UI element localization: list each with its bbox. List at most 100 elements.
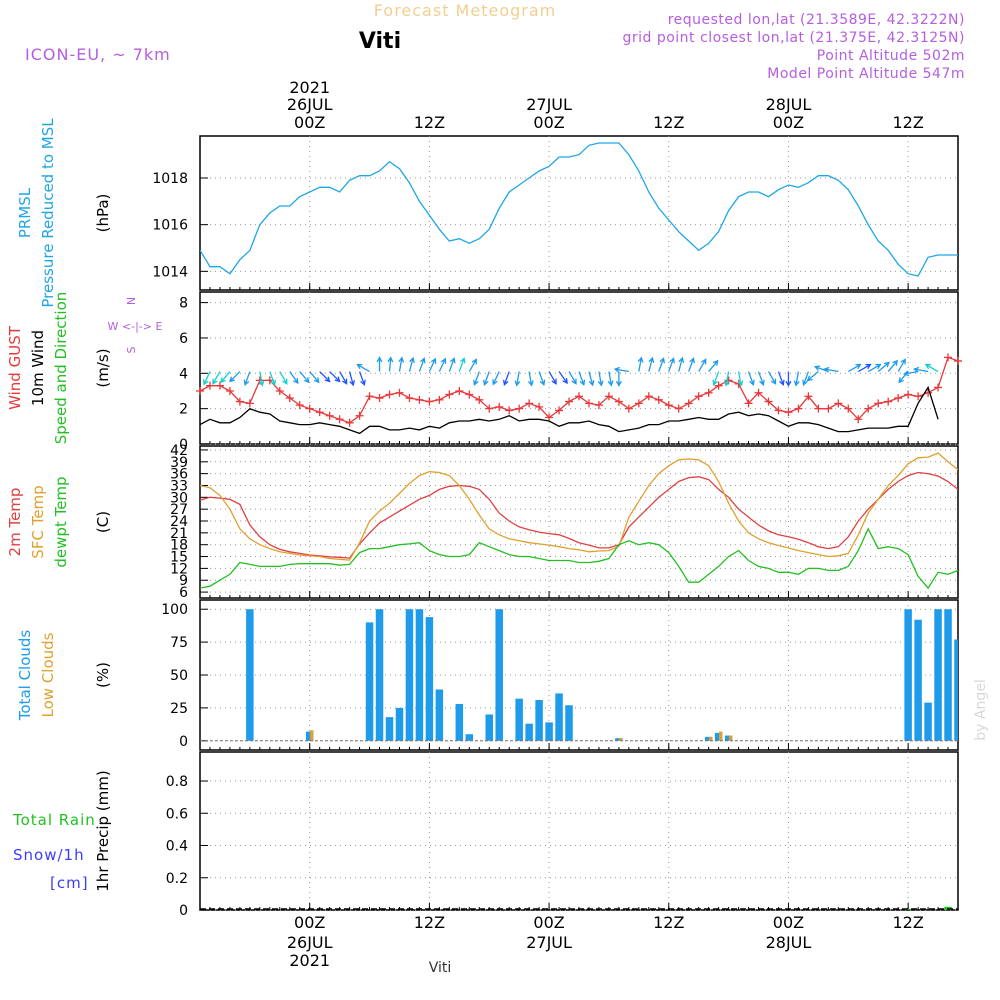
wind-arrow xyxy=(483,371,490,386)
y-tick-label: 0.4 xyxy=(166,839,188,855)
wind-arrow xyxy=(514,371,521,387)
location-title: Viti xyxy=(359,29,401,54)
wind-arrow xyxy=(527,371,534,387)
series-line-wind-gust xyxy=(200,356,958,424)
y-axis-label: (C) xyxy=(94,511,112,533)
panel-frame xyxy=(199,445,959,599)
panel-precip: 0 0.2 0.4 0.6 0.8 1hr Precip (mm)Total Rain Sn… xyxy=(12,751,959,919)
gust-marker xyxy=(395,388,404,397)
gust-marker xyxy=(485,404,494,413)
gust-marker xyxy=(415,395,424,404)
y-axis-label: 1hr Precip (mm) xyxy=(94,770,112,891)
point-altitude: Point Altitude 502m xyxy=(817,48,965,64)
gust-marker xyxy=(584,399,593,408)
gust-marker xyxy=(475,395,484,404)
gust-marker xyxy=(455,386,464,395)
gust-marker xyxy=(575,392,583,401)
wind-arrow xyxy=(823,366,839,373)
wind-arrow xyxy=(348,371,356,387)
wind-arrow xyxy=(387,356,394,372)
wind-arrow xyxy=(329,371,341,383)
bottom-tick-label: 12Z xyxy=(653,913,684,932)
bar-total-clouds xyxy=(525,723,533,741)
gust-marker xyxy=(205,381,214,390)
gust-marker xyxy=(714,381,723,390)
gust-marker xyxy=(914,392,923,401)
wind-arrow xyxy=(408,356,415,372)
top-date-label: 26JUL xyxy=(287,95,333,114)
bar-total-clouds xyxy=(455,703,464,741)
gust-marker xyxy=(435,395,444,404)
y-tick-label: 25 xyxy=(170,701,188,717)
wind-arrow xyxy=(658,357,665,372)
wind-arrow xyxy=(887,359,899,372)
gust-marker xyxy=(934,383,943,392)
gust-marker xyxy=(644,392,653,401)
gust-marker xyxy=(654,395,663,404)
wind-arrow xyxy=(358,371,366,386)
series-label: 2m Temp xyxy=(6,488,24,557)
y-tick-label: 36 xyxy=(170,467,188,483)
gust-marker xyxy=(215,381,224,390)
wind-arrow xyxy=(737,371,744,387)
bar-total-clouds xyxy=(395,707,404,741)
snow-unit-label: [cm] xyxy=(50,874,89,892)
bar-total-clouds xyxy=(425,617,434,741)
gust-marker xyxy=(864,404,873,413)
panels: 1014 1016 1018 (hPa) PRMSL Pressure Reduced t… xyxy=(6,118,962,919)
gust-marker xyxy=(555,406,564,415)
y-tick-label: 21 xyxy=(170,526,188,542)
wind-arrow xyxy=(269,371,276,386)
grid-point-coords: grid point closest lon,lat (21.375E, 42.… xyxy=(622,30,965,46)
y-axis-label: (%) xyxy=(94,662,112,688)
bar-total-clouds xyxy=(565,705,573,741)
y-tick-label: 8 xyxy=(179,296,188,312)
gust-marker xyxy=(495,402,504,411)
gust-marker xyxy=(385,390,394,399)
bar-total-clouds xyxy=(944,609,952,741)
gust-marker xyxy=(594,401,603,410)
model-altitude: Model Point Altitude 547m xyxy=(767,66,965,82)
y-tick-label: 1016 xyxy=(152,218,188,234)
series-label: Wind GUST xyxy=(6,325,24,410)
compass-north: N xyxy=(125,297,138,305)
bar-low-clouds xyxy=(310,730,314,741)
wind-arrow xyxy=(802,371,810,386)
watermark: by Angel xyxy=(973,679,989,740)
bar-total-clouds xyxy=(365,622,374,741)
gust-marker xyxy=(375,394,384,403)
y-tick-label: 24 xyxy=(170,514,188,530)
y-tick-label: 75 xyxy=(170,635,188,651)
series-label: Low Clouds xyxy=(39,632,57,717)
wind-arrow xyxy=(723,371,730,387)
gust-marker xyxy=(245,399,254,408)
bar-total-clouds xyxy=(495,609,503,741)
series-label: dewpt Temp xyxy=(52,476,70,567)
panel-frame xyxy=(199,751,959,911)
bar-total-clouds xyxy=(405,609,414,741)
wind-arrow xyxy=(698,358,707,372)
gust-marker xyxy=(694,392,703,401)
wind-arrow xyxy=(924,363,939,373)
gust-marker xyxy=(335,415,344,424)
bottom-tick-label: 12Z xyxy=(892,913,923,932)
gust-marker xyxy=(604,392,613,401)
wind-arrow xyxy=(648,356,655,372)
y-tick-label: 0.6 xyxy=(166,806,188,822)
series-line-2m-temp xyxy=(200,471,958,559)
wind-arrow xyxy=(492,371,500,386)
wind-arrow xyxy=(418,357,426,372)
series-label: 10m Wind xyxy=(29,330,47,406)
gust-marker xyxy=(764,397,773,406)
wind-arrow xyxy=(558,371,568,385)
wind-arrow xyxy=(857,363,872,373)
wind-arrow xyxy=(613,366,629,373)
snow-label: Snow/1h xyxy=(13,846,85,864)
bar-total-clouds xyxy=(246,609,254,741)
wind-arrow xyxy=(793,371,800,387)
gust-marker xyxy=(614,397,623,406)
y-tick-label: 0.8 xyxy=(166,774,188,790)
y-tick-label: 30 xyxy=(170,490,188,506)
bar-total-clouds xyxy=(545,722,553,741)
gust-marker xyxy=(295,401,304,410)
